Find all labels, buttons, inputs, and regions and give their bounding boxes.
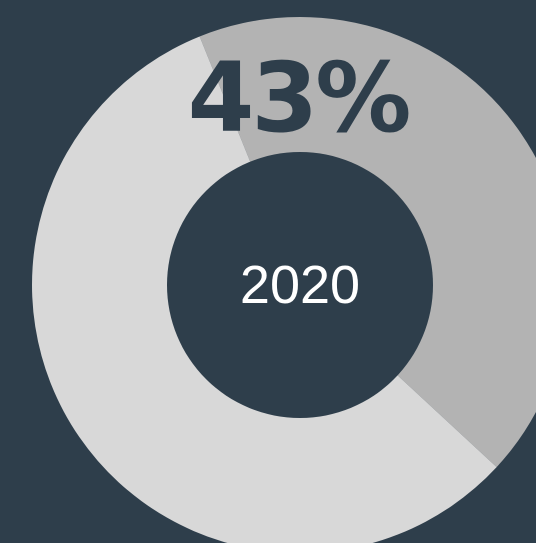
percent-label: 43% bbox=[187, 42, 412, 154]
center-year-label: 2020 bbox=[239, 255, 361, 315]
donut-hole bbox=[167, 152, 433, 418]
